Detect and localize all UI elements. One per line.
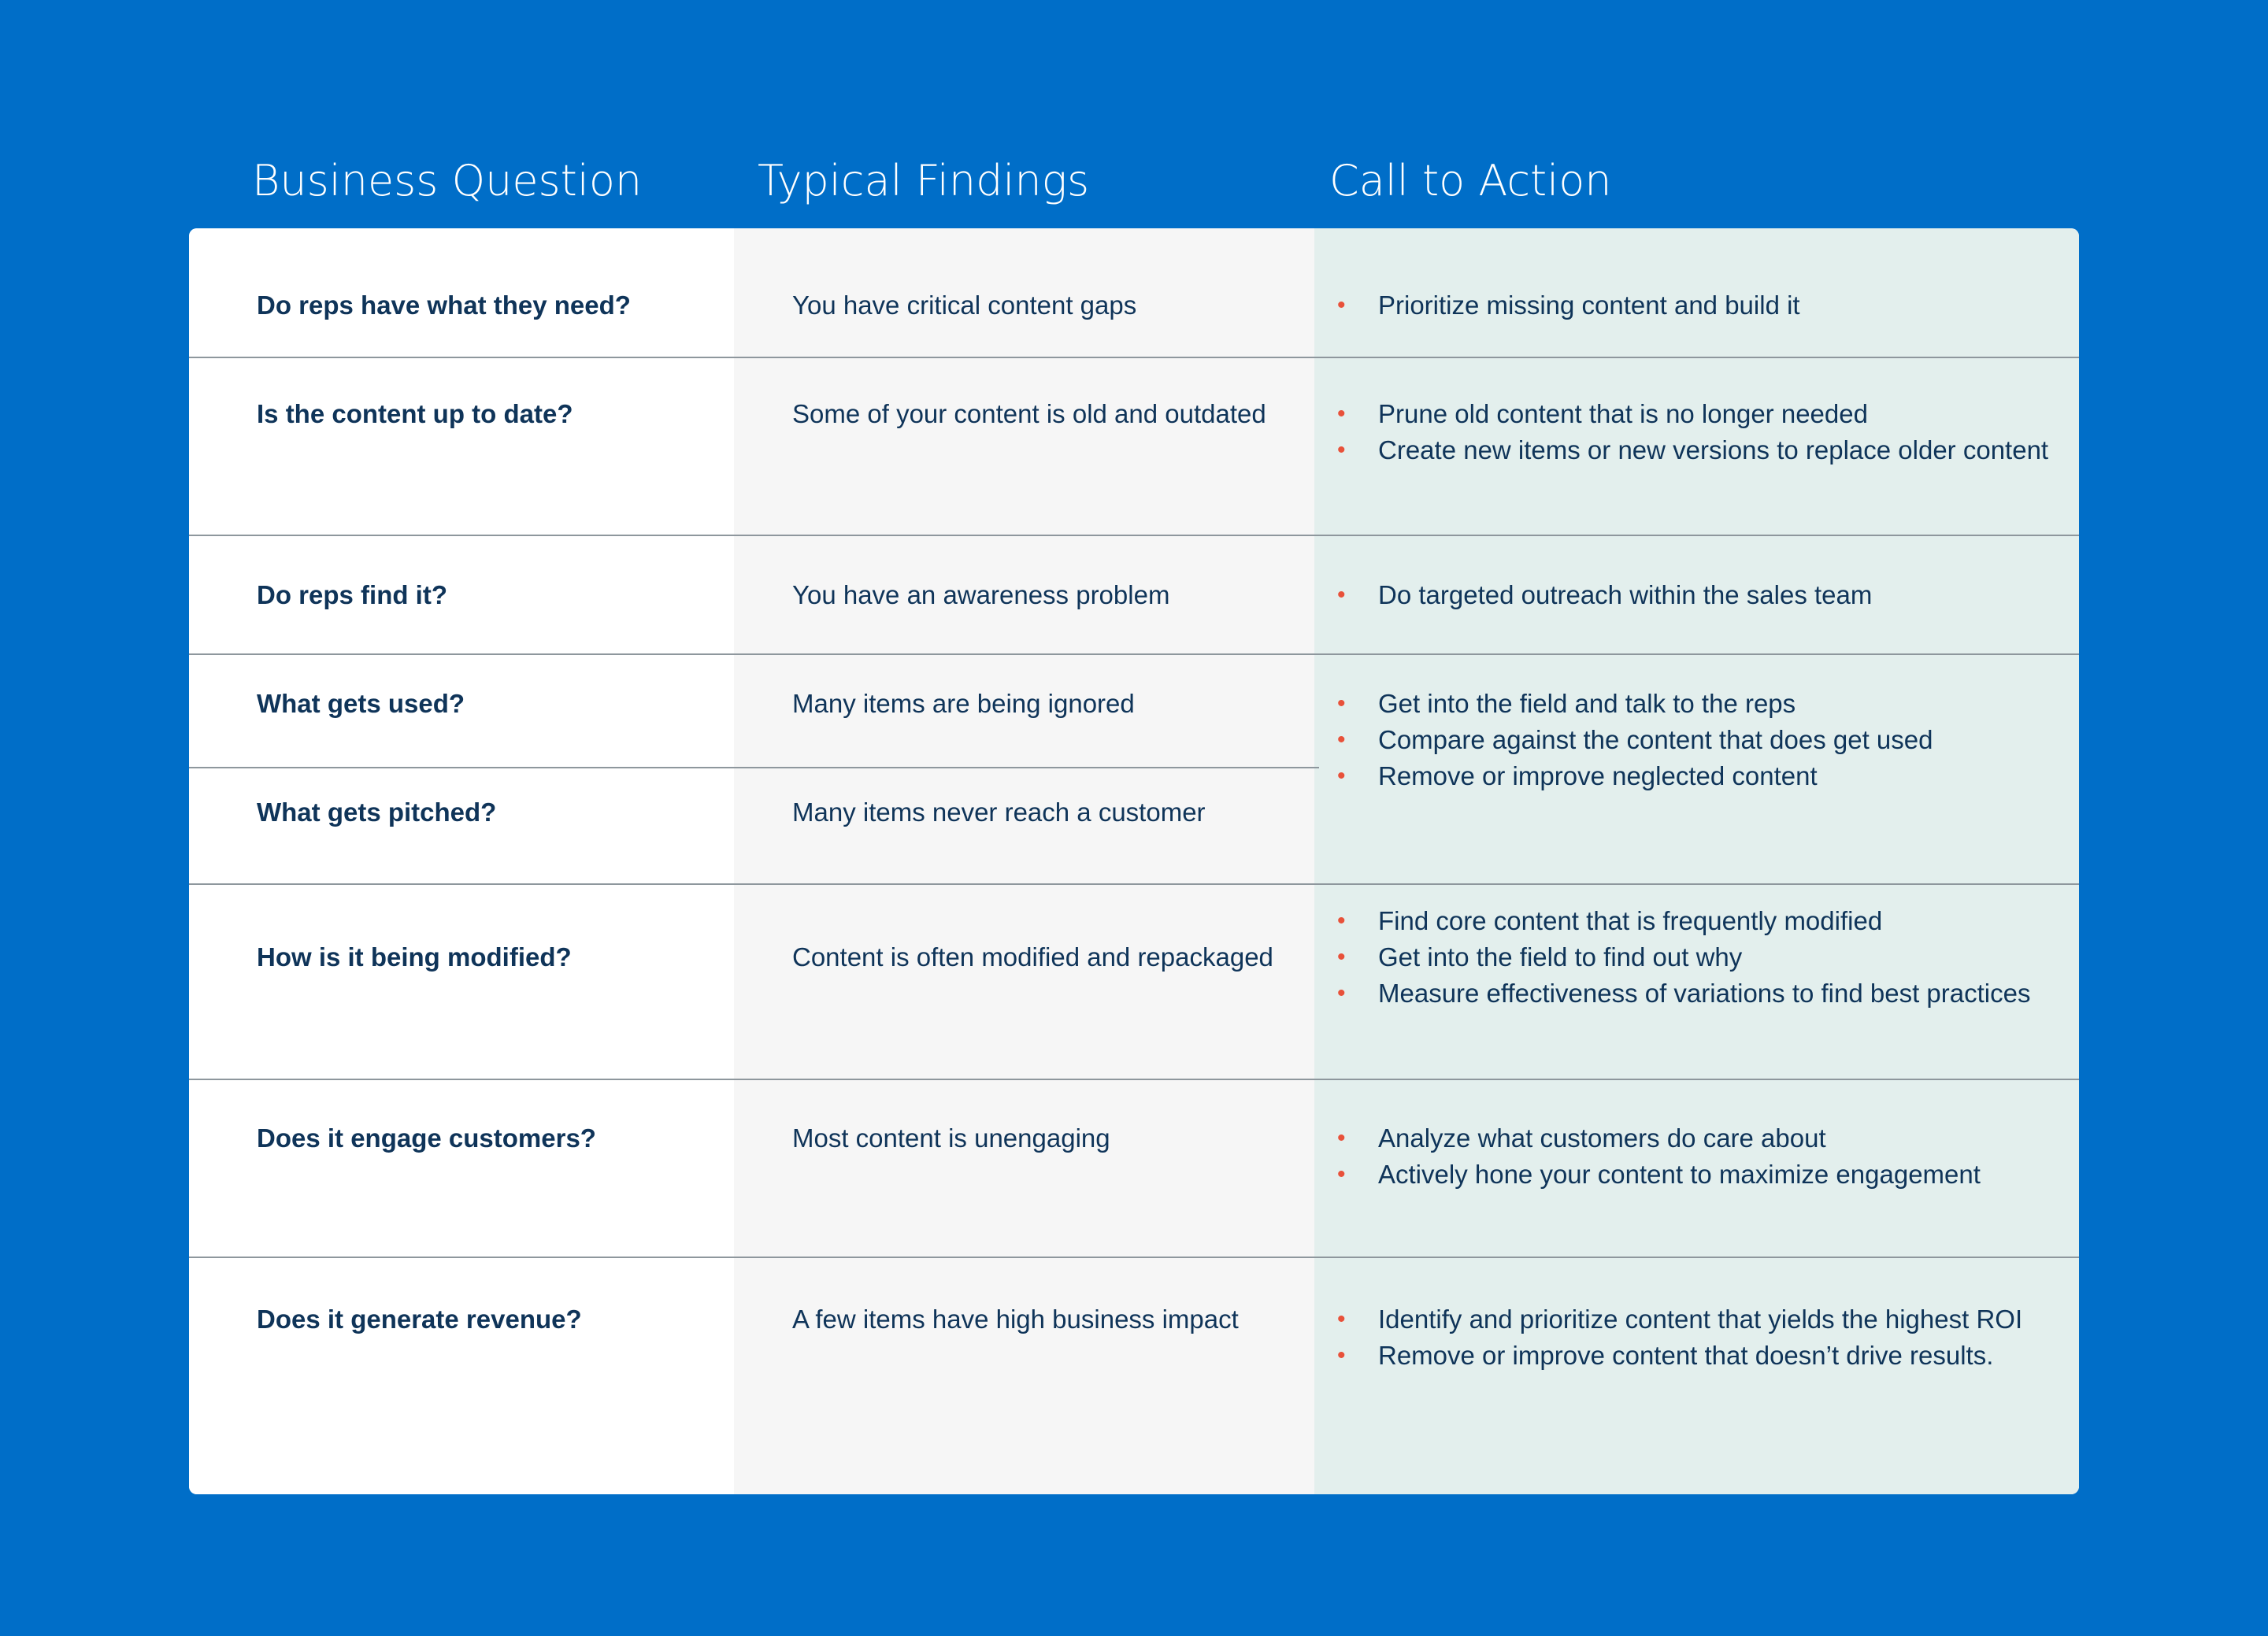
row-divider [189, 357, 2079, 358]
header-call-to-action: Call to Action [1329, 156, 1612, 205]
action-item: • Compare against the content that does g… [1337, 722, 2055, 758]
row-question: Does it generate revenue? [257, 1305, 582, 1334]
row-question: Does it engage customers? [257, 1123, 596, 1153]
row-finding: Content is often modified and repackaged [792, 942, 1273, 972]
row-finding: A few items have high business impact [792, 1305, 1239, 1334]
column-headers: Business Question Typical Findings Call … [0, 150, 2268, 213]
row-question: Is the content up to date? [257, 399, 573, 428]
row-actions: • Find core content that is frequently mo… [1337, 903, 2055, 1012]
action-item: • Find core content that is frequently mo… [1337, 903, 2055, 939]
action-column-bg [1314, 228, 2079, 1494]
bullet-icon: • [1337, 727, 1346, 753]
action-item: • Do targeted outreach within the sales t… [1337, 577, 2055, 613]
row-finding: Most content is unengaging [792, 1123, 1110, 1153]
row-divider [189, 1257, 2079, 1258]
row-finding: You have an awareness problem [792, 580, 1170, 609]
row-actions: • Prioritize missing content and build it [1337, 287, 2055, 324]
row-question: What gets pitched? [257, 798, 497, 827]
findings-table: Do reps have what they need? You have cr… [189, 228, 2079, 1494]
bullet-icon: • [1337, 582, 1346, 608]
action-item: • Measure effectiveness of variations to … [1337, 975, 2055, 1012]
findings-column-bg [734, 228, 1314, 1494]
action-item: • Remove or improve neglected content [1337, 758, 2055, 794]
bullet-icon: • [1337, 763, 1346, 789]
bullet-icon: • [1337, 1306, 1346, 1332]
row-actions: • Get into the field and talk to the reps… [1337, 686, 2055, 794]
row-actions: • Identify and prioritize content that yi… [1337, 1301, 2055, 1374]
row-question: What gets used? [257, 689, 465, 718]
bullet-icon: • [1337, 908, 1346, 934]
row-divider [189, 653, 2079, 655]
row-question: Do reps have what they need? [257, 291, 631, 320]
bullet-icon: • [1337, 1161, 1346, 1187]
bullet-icon: • [1337, 980, 1346, 1006]
row-divider [189, 883, 2079, 885]
row-divider [189, 1079, 2079, 1080]
row-question: Do reps find it? [257, 580, 447, 609]
action-item: • Analyze what customers do care about [1337, 1120, 2055, 1157]
question-column-bg [189, 228, 734, 1494]
action-item: • Prune old content that is no longer nee… [1337, 396, 2055, 432]
bullet-icon: • [1337, 944, 1346, 970]
action-item: • Get into the field to find out why [1337, 939, 2055, 975]
bullet-icon: • [1337, 1342, 1346, 1368]
bullet-icon: • [1337, 401, 1346, 427]
header-business-question: Business Question [252, 156, 643, 205]
row-finding: Some of your content is old and outdated [792, 399, 1266, 428]
row-divider [189, 767, 1319, 768]
header-typical-findings: Typical Findings [758, 156, 1090, 205]
action-item: • Actively hone your content to maximize … [1337, 1157, 2055, 1193]
row-finding: Many items never reach a customer [792, 798, 1206, 827]
bullet-icon: • [1337, 1125, 1346, 1151]
row-actions: • Do targeted outreach within the sales t… [1337, 577, 2055, 613]
bullet-icon: • [1337, 292, 1346, 318]
row-actions: • Prune old content that is no longer nee… [1337, 396, 2055, 468]
bullet-icon: • [1337, 690, 1346, 716]
row-divider [189, 535, 2079, 536]
row-finding: Many items are being ignored [792, 689, 1135, 718]
action-item: • Create new items or new versions to rep… [1337, 432, 2055, 468]
action-item: • Prioritize missing content and build it [1337, 287, 2055, 324]
row-actions: • Analyze what customers do care about • A… [1337, 1120, 2055, 1193]
action-item: • Remove or improve content that doesn’t … [1337, 1338, 2055, 1374]
action-item: • Identify and prioritize content that yi… [1337, 1301, 2055, 1338]
row-question: How is it being modified? [257, 942, 572, 972]
row-finding: You have critical content gaps [792, 291, 1137, 320]
bullet-icon: • [1337, 437, 1346, 463]
action-item: • Get into the field and talk to the reps [1337, 686, 2055, 722]
